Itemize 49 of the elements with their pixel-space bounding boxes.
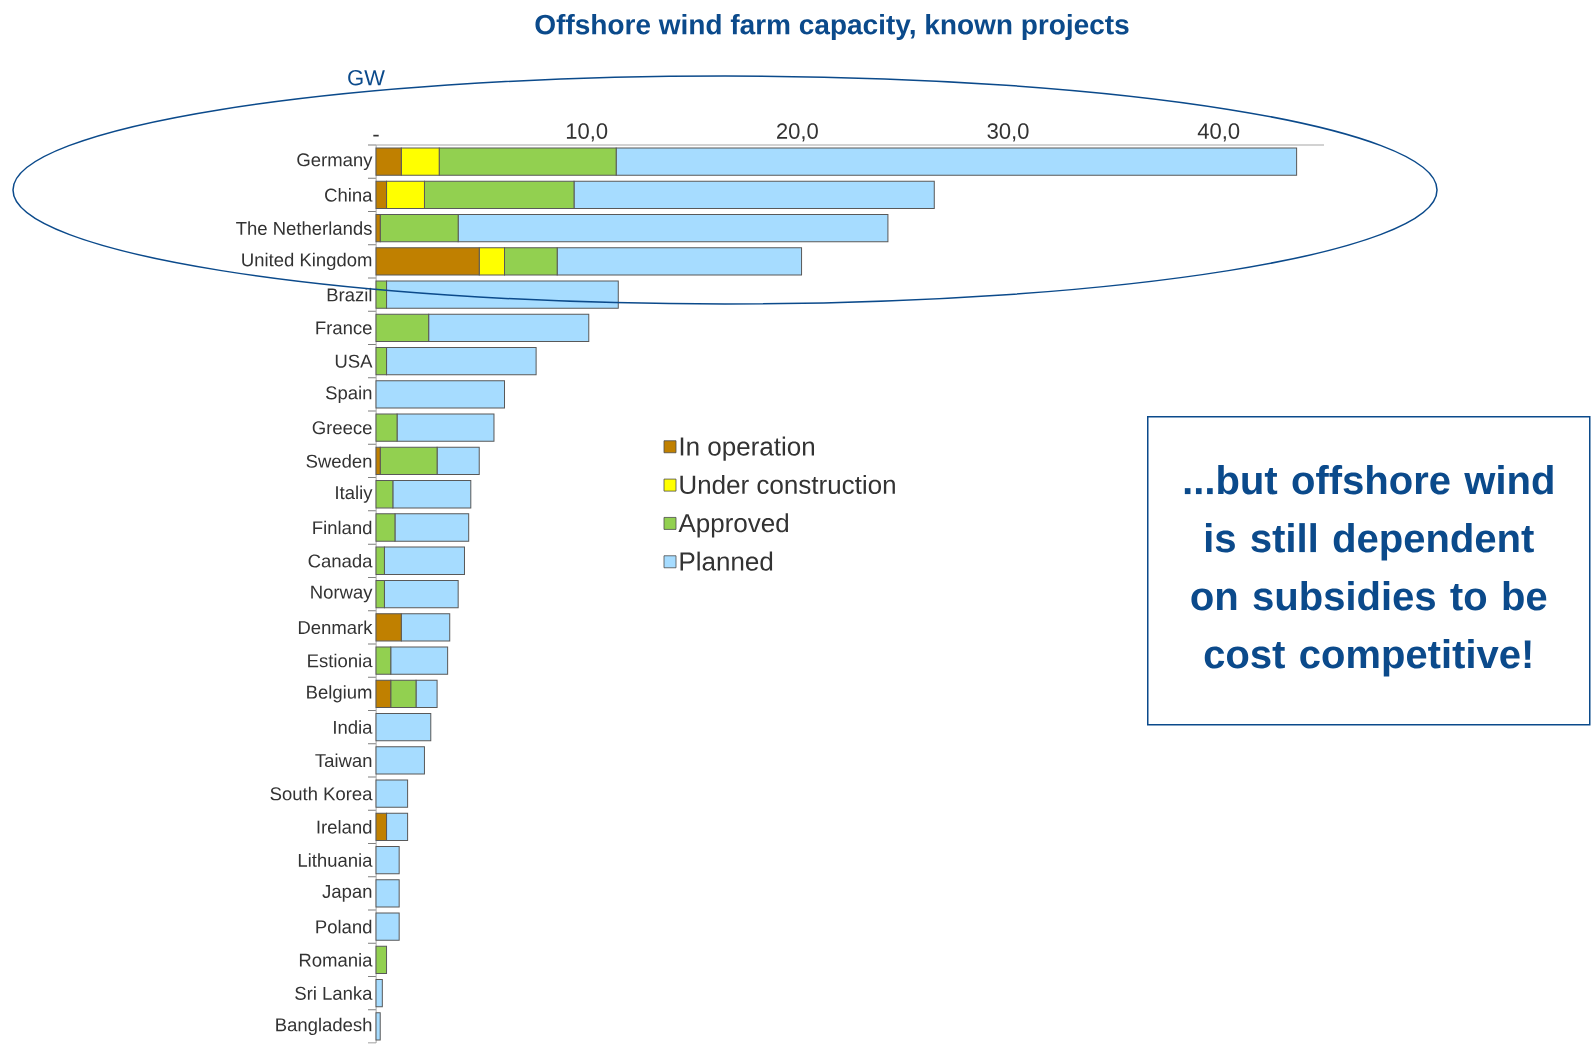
legend-label: Under construction <box>680 475 895 495</box>
y-tick-label: India <box>334 720 373 735</box>
bar <box>375 945 388 975</box>
y-tick-label: Poland <box>316 920 372 934</box>
y-tick-label: Norway <box>311 585 373 603</box>
y-tick-label: The Netherlands <box>236 221 372 236</box>
bar <box>375 846 400 875</box>
x-tick-label: 10,0 <box>566 123 608 142</box>
annotation: ...but offshore wind is still dependent on subsidies to be cost competitive! <box>1184 465 1553 677</box>
legend-label: Approved <box>678 513 789 538</box>
y-tick-label: Bangladesh <box>276 1017 372 1036</box>
bar <box>375 1012 381 1041</box>
legend-label: In operation <box>680 436 814 462</box>
y-tick-label: USA <box>335 354 373 368</box>
y-tick-label: Belgium <box>307 685 372 703</box>
y-tick-label: Greece <box>312 421 372 435</box>
bar <box>375 713 432 742</box>
y-tick-label: Taiwan <box>315 753 372 768</box>
y-tick-label: Ireland <box>317 820 372 834</box>
bar <box>375 912 400 941</box>
y-tick-label: France <box>316 321 372 335</box>
y-tick-label: Sri Lanka <box>295 986 373 1001</box>
x-tick-label: 40,0 <box>1197 123 1240 142</box>
legend-label: Planned <box>680 551 773 571</box>
y-tick-label: Sweden <box>306 454 372 468</box>
y-tick-label: Japan <box>322 885 372 902</box>
y-tick-label: Denmark <box>298 620 373 635</box>
y-tick-label: Canada <box>308 554 373 568</box>
y-tick-label: Estionia <box>308 653 373 668</box>
y-tick-label: Lithuania <box>298 853 373 868</box>
y-tick-label: Germany <box>297 153 373 171</box>
bar <box>375 779 409 808</box>
x-tick-label: - <box>373 134 379 137</box>
x-axis-title: GW <box>348 70 385 86</box>
y-tick-label: Romania <box>299 953 373 967</box>
y-tick-label: China <box>325 188 373 202</box>
x-tick-label: 20,0 <box>777 123 818 142</box>
bar <box>375 746 425 775</box>
x-tick-label: 30,0 <box>987 123 1029 142</box>
chart-title: Offshore wind farm capacity, known projects <box>535 14 1129 41</box>
y-tick-label: Finland <box>313 520 372 535</box>
y-tick-label: Brazil <box>327 288 372 302</box>
y-tick-label: Italiy <box>336 485 373 504</box>
y-tick-label: United Kingdom <box>242 253 372 271</box>
bar <box>375 979 383 1008</box>
bar <box>375 879 400 908</box>
y-tick-label: South Korea <box>270 786 373 801</box>
y-tick-label: Spain <box>326 386 372 404</box>
bar <box>375 380 506 409</box>
